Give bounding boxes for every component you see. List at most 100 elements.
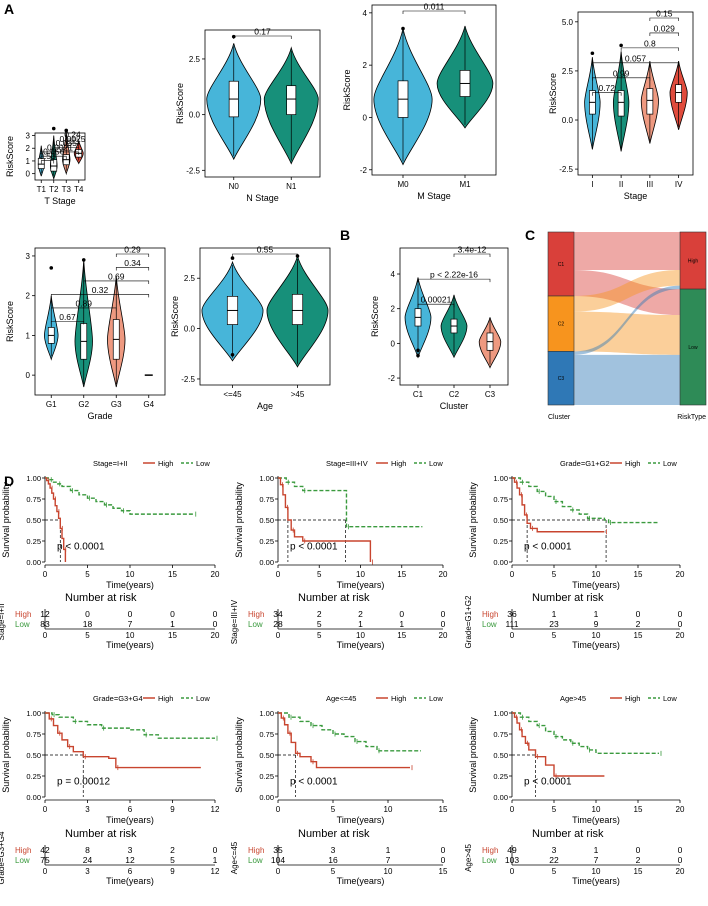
x-tick-label: 20 [676,805,685,814]
x-axis-label: Grade [87,411,112,421]
km-pvalue: p < 0.0001 [57,541,105,552]
y-tick-label: 4 [363,9,368,18]
risk-low-count: 7 [128,619,133,629]
pvalue-label: 0.057 [625,53,647,63]
km-strata-legend: Grade=G1+G2 [560,459,610,468]
y-tick-label: 2 [26,144,31,153]
x-axis-label: T Stage [44,196,75,206]
outlier-point [49,266,54,270]
risk-low-count: 22 [549,855,559,865]
x-tick-label: 0 [510,570,515,579]
km-strata-legend: Age<=45 [326,694,356,703]
pvalue-label: 0.029 [654,23,676,33]
risk-high-count: 2 [317,609,322,619]
risk-time-tick: 0 [510,867,515,876]
risk-table-title: Number at risk [298,828,370,840]
risk-time-tick: 0 [43,631,48,640]
km-curve-low [278,477,423,528]
legend-low-label: Low [663,459,677,468]
risk-time-tick: 10 [356,631,365,640]
y-tick-label: 0.00 [259,793,274,802]
y-tick-label: 0.25 [259,772,274,781]
risk-time-tick: 5 [317,631,322,640]
x-tick-label: G4 [143,400,154,409]
risk-table-title: Number at risk [532,592,604,604]
y-tick-label: 2.5 [184,274,196,283]
pvalue-bracket [232,253,298,257]
km-curve-low [45,712,215,739]
risk-row-low-label: Low [482,856,497,865]
sankey-panel: C1 C2 C3 High Low Cluster RiskType [547,231,707,421]
outlier-point [51,126,56,131]
risk-row-low-label: Low [248,856,263,865]
y-axis-label: Survival probability [234,482,244,558]
risk-row-high-label: High [482,610,498,619]
risk-high-count: 3 [128,845,133,855]
risk-high-count: 0 [399,609,404,619]
y-tick-label: 0.50 [493,516,508,525]
km-pvalue: p < 0.0001 [524,776,572,787]
y-tick-label: 0.25 [26,772,41,781]
box [675,84,682,103]
y-tick-label: 0.75 [259,730,274,739]
outlier-point [416,348,420,353]
pvalue-bracket [592,77,651,81]
y-tick-label: 1.00 [493,474,508,483]
box [646,88,654,115]
pvalue-bracket [233,35,292,39]
km-panel-5: Age>45 High Low0.000.250.500.751.00Surviva… [464,694,685,886]
risk-row-low-label: Low [248,620,263,629]
risk-x-label: Time(years) [572,876,620,886]
y-axis-label: RiskScore [170,296,180,337]
risk-time-tick: 15 [439,867,448,876]
y-tick-label: 0.75 [26,495,41,504]
risk-strata-label: Age>45 [464,844,473,872]
risk-low-count: 1 [399,619,404,629]
x-tick-label: 10 [384,805,393,814]
pvalue-bracket [83,280,150,284]
km-curve-low [278,712,421,752]
y-tick-label: 2 [363,61,368,70]
risk-time-tick: 0 [510,631,515,640]
y-tick-label: 0.00 [493,558,508,567]
risk-low-count: 0 [441,619,446,629]
y-axis-label: Survival probability [468,482,478,558]
km-panel-4: Age<=45 High Low0.000.250.500.751.00Surviv… [230,694,448,886]
risk-row-low-label: Low [15,620,30,629]
legend-low-label: Low [663,694,677,703]
y-axis-label: RiskScore [175,83,185,124]
y-axis-label: Survival probability [1,717,11,793]
risk-low-count: 103 [505,855,519,865]
risk-low-count: 7 [386,855,391,865]
x-tick-label: T2 [49,185,59,194]
risk-time-tick: 0 [276,631,281,640]
pvalue-label: 0.011 [424,2,445,12]
y-axis-label: RiskScore [5,136,15,177]
pvalue-label: 0.8 [644,38,656,48]
y-tick-label: 0.00 [26,558,41,567]
plot-frame [34,247,166,396]
x-tick-label: <=45 [223,390,242,399]
y-tick-label: 4 [391,270,396,279]
outlier-point [590,51,595,56]
y-tick-label: 0.00 [259,558,274,567]
y-tick-label: 0.25 [493,772,508,781]
risk-low-count: 23 [549,619,559,629]
y-axis-label: RiskScore [370,296,380,337]
x-axis-label: Time(years) [572,580,620,590]
risk-high-count: 34 [273,609,283,619]
violin-panel-m: -2 0 2 4 RiskScore M Stage M0 M1 0.011 [342,2,497,201]
y-tick-label: 0.75 [493,730,508,739]
risk-strata-label: Grade=G3+G4 [0,831,6,884]
box [617,90,625,117]
km-strata-legend: Age>45 [560,694,586,703]
risk-high-count: 1 [552,609,557,619]
risk-x-label: Time(years) [337,640,385,650]
risk-low-count: 1 [358,619,363,629]
km-curve-low [512,712,659,755]
pvalue-bracket [40,151,80,155]
y-tick-label: 0.50 [493,751,508,760]
x-tick-label: M1 [459,180,471,189]
pvalue-label: 0.00021 [421,295,452,305]
